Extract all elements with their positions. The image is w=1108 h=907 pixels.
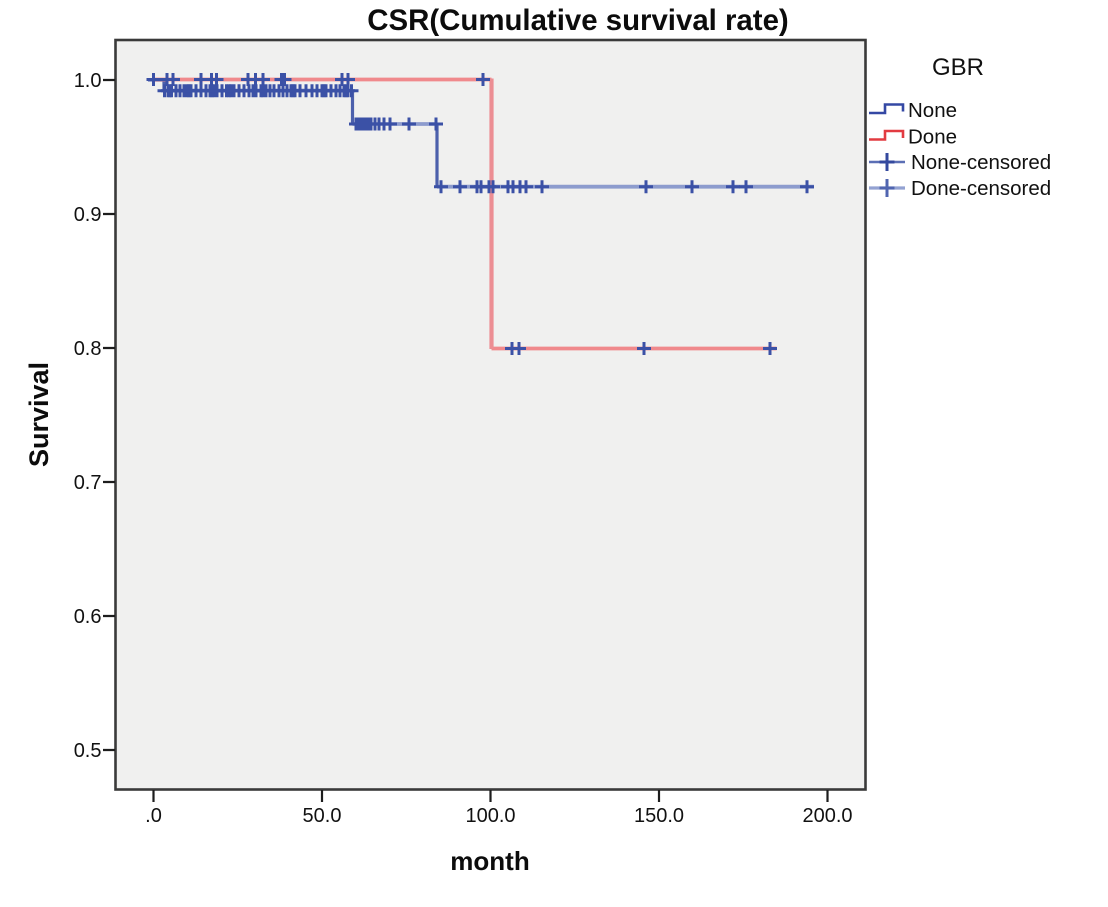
svg-text:0.8: 0.8 xyxy=(74,338,102,360)
svg-text:None: None xyxy=(908,99,957,122)
svg-text:Done: Done xyxy=(908,126,957,149)
svg-text:0.9: 0.9 xyxy=(74,204,102,226)
svg-text:CSR(Cumulative survival rate): CSR(Cumulative survival rate) xyxy=(367,4,788,37)
svg-text:50.0: 50.0 xyxy=(303,805,342,827)
svg-text:.0: .0 xyxy=(145,805,162,827)
svg-text:month: month xyxy=(450,846,529,876)
svg-text:1.0: 1.0 xyxy=(74,70,102,92)
svg-text:Survival: Survival xyxy=(24,362,54,467)
svg-text:200.0: 200.0 xyxy=(802,805,852,827)
svg-text:100.0: 100.0 xyxy=(465,805,515,827)
svg-text:0.7: 0.7 xyxy=(74,472,102,494)
svg-text:150.0: 150.0 xyxy=(634,805,684,827)
svg-text:0.6: 0.6 xyxy=(74,606,102,628)
svg-text:None-censored: None-censored xyxy=(911,151,1051,174)
svg-text:Done-censored: Done-censored xyxy=(911,177,1051,200)
svg-text:0.5: 0.5 xyxy=(74,740,102,762)
svg-text:GBR: GBR xyxy=(932,54,984,81)
